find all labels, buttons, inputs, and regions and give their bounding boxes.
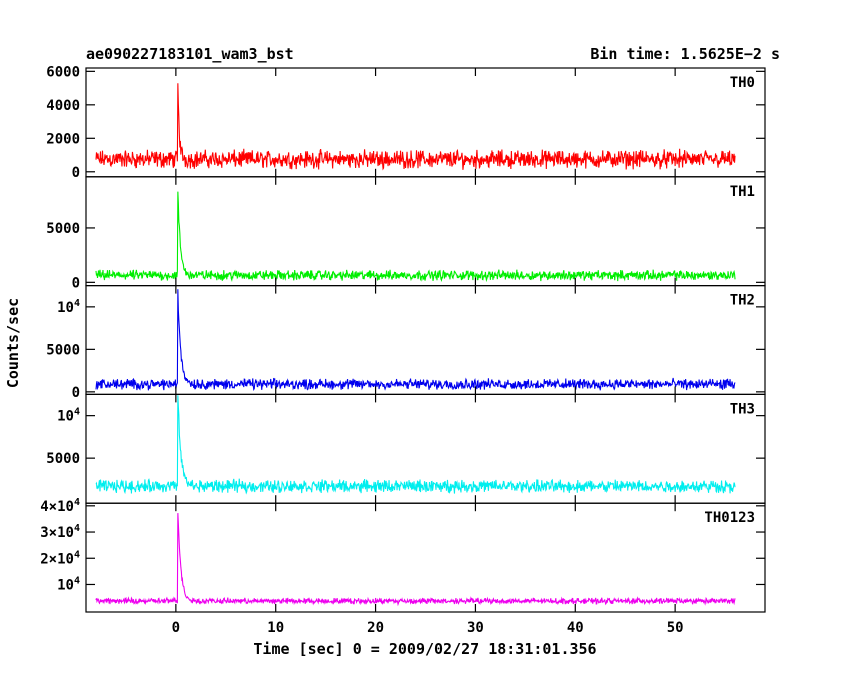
x-tick-label: 0 xyxy=(172,620,180,636)
panel-th1: 0 5000 TH1 xyxy=(46,176,766,291)
panel-label: TH2 xyxy=(730,293,755,309)
x-axis-title: Time [sec] 0 = 2009/02/27 18:31:01.356 xyxy=(253,640,596,658)
panel-label: TH3 xyxy=(730,401,755,417)
y-tick-label: 5000 xyxy=(46,451,80,467)
y-tick-label: 3×104 xyxy=(40,523,80,541)
y-tick-label: 104 xyxy=(57,575,80,593)
panel-label: TH1 xyxy=(730,184,755,200)
panel-th0: 0 2000 4000 6000 TH0 xyxy=(46,64,766,181)
series-th0123-line xyxy=(95,513,736,607)
y-tick-label: 6000 xyxy=(46,64,80,80)
panel-label: TH0123 xyxy=(704,510,755,526)
y-tick-label: 4×104 xyxy=(40,497,80,515)
y-tick-label: 2000 xyxy=(46,131,80,147)
y-tick-label: 2×104 xyxy=(40,549,80,567)
panel-frame xyxy=(85,285,766,396)
panel-label: TH0 xyxy=(730,75,755,91)
x-tick-label: 40 xyxy=(567,620,584,636)
series-th1-line xyxy=(95,191,736,283)
bin-time-label: Bin time: 1.5625E−2 s xyxy=(590,45,780,63)
x-tick-label: 50 xyxy=(667,620,684,636)
panels: 0 2000 4000 6000 TH0 0 5000 TH1 0 5000 104 TH2 5000 1… xyxy=(40,64,766,613)
series-th3-line xyxy=(95,395,736,495)
y-tick-label: 0 xyxy=(72,165,80,181)
y-tick-label: 104 xyxy=(57,407,80,425)
y-tick-label: 4000 xyxy=(46,98,80,114)
panel-th0123: 104 2×104 3×104 4×104 TH0123 xyxy=(40,497,766,613)
panel-th2: 0 5000 104 TH2 xyxy=(46,285,766,401)
panel-th3: 5000 104 TH3 xyxy=(46,393,766,504)
y-tick-label: 5000 xyxy=(46,342,80,358)
x-tick-label: 20 xyxy=(367,620,384,636)
series-th2-line xyxy=(95,289,736,391)
panel-frame xyxy=(85,502,766,613)
y-tick-label: 0 xyxy=(72,385,80,401)
y-tick-label: 0 xyxy=(72,275,80,291)
panel-frame xyxy=(85,176,766,287)
y-tick-label: 5000 xyxy=(46,221,80,237)
y-tick-label: 104 xyxy=(57,298,80,316)
x-axis: 0 10 20 30 40 50 xyxy=(172,620,684,636)
x-tick-label: 10 xyxy=(267,620,284,636)
observation-title: ae090227183101_wam3_bst xyxy=(86,45,294,63)
series-th0-line xyxy=(95,83,736,171)
y-axis-title: Counts/sec xyxy=(4,298,22,388)
x-tick-label: 30 xyxy=(467,620,484,636)
